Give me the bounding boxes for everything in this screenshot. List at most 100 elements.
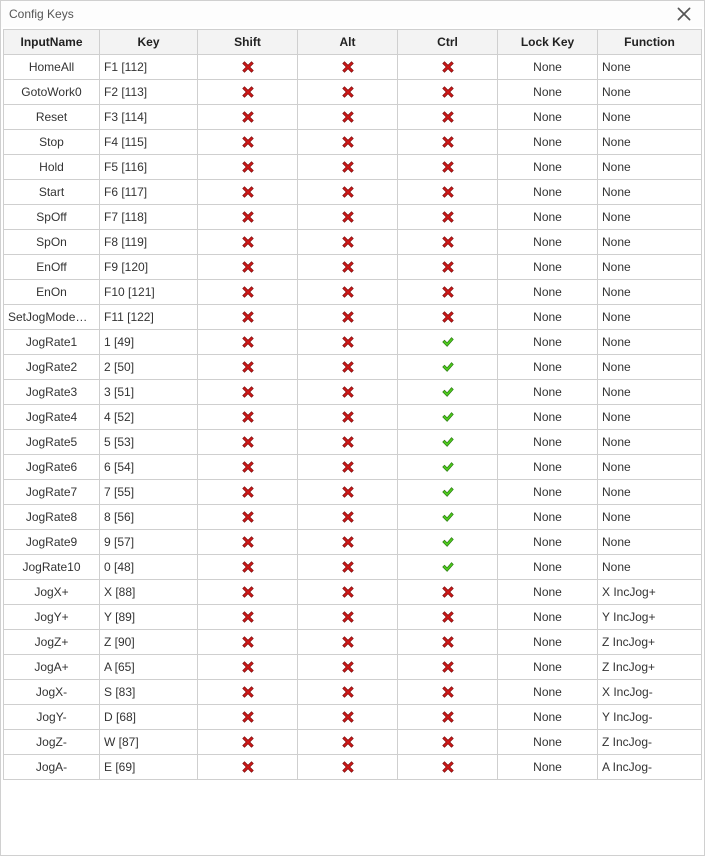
table-row[interactable]: JogY-D [68]NoneY IncJog- bbox=[4, 705, 702, 730]
cell-shift[interactable] bbox=[198, 255, 298, 280]
table-row[interactable]: JogX+X [88]NoneX IncJog+ bbox=[4, 580, 702, 605]
cell-key[interactable]: 6 [54] bbox=[100, 455, 198, 480]
cell-key[interactable]: F10 [121] bbox=[100, 280, 198, 305]
cell-function[interactable]: None bbox=[598, 330, 702, 355]
cell-inputname[interactable]: SpOn bbox=[4, 230, 100, 255]
cell-alt[interactable] bbox=[298, 180, 398, 205]
cell-ctrl[interactable] bbox=[398, 55, 498, 80]
cell-ctrl[interactable] bbox=[398, 80, 498, 105]
cell-lockkey[interactable]: None bbox=[498, 80, 598, 105]
cell-function[interactable]: None bbox=[598, 405, 702, 430]
cell-key[interactable]: F7 [118] bbox=[100, 205, 198, 230]
cell-lockkey[interactable]: None bbox=[498, 455, 598, 480]
cell-ctrl[interactable] bbox=[398, 680, 498, 705]
close-button[interactable] bbox=[670, 4, 698, 24]
cell-inputname[interactable]: JogY+ bbox=[4, 605, 100, 630]
cell-shift[interactable] bbox=[198, 55, 298, 80]
cell-ctrl[interactable] bbox=[398, 155, 498, 180]
col-ctrl[interactable]: Ctrl bbox=[398, 30, 498, 55]
cell-key[interactable]: A [65] bbox=[100, 655, 198, 680]
table-row[interactable]: JogA-E [69]NoneA IncJog- bbox=[4, 755, 702, 780]
cell-inputname[interactable]: JogX- bbox=[4, 680, 100, 705]
cell-function[interactable]: None bbox=[598, 380, 702, 405]
cell-shift[interactable] bbox=[198, 605, 298, 630]
cell-ctrl[interactable] bbox=[398, 605, 498, 630]
cell-key[interactable]: 7 [55] bbox=[100, 480, 198, 505]
cell-alt[interactable] bbox=[298, 755, 398, 780]
table-row[interactable]: JogRate33 [51]NoneNone bbox=[4, 380, 702, 405]
cell-inputname[interactable]: SpOff bbox=[4, 205, 100, 230]
cell-shift[interactable] bbox=[198, 330, 298, 355]
cell-function[interactable]: X IncJog+ bbox=[598, 580, 702, 605]
cell-shift[interactable] bbox=[198, 530, 298, 555]
cell-alt[interactable] bbox=[298, 480, 398, 505]
cell-ctrl[interactable] bbox=[398, 330, 498, 355]
cell-inputname[interactable]: JogRate4 bbox=[4, 405, 100, 430]
table-row[interactable]: JogX-S [83]NoneX IncJog- bbox=[4, 680, 702, 705]
cell-lockkey[interactable]: None bbox=[498, 355, 598, 380]
table-row[interactable]: JogRate22 [50]NoneNone bbox=[4, 355, 702, 380]
cell-alt[interactable] bbox=[298, 580, 398, 605]
cell-key[interactable]: D [68] bbox=[100, 705, 198, 730]
cell-ctrl[interactable] bbox=[398, 580, 498, 605]
cell-lockkey[interactable]: None bbox=[498, 630, 598, 655]
table-row[interactable]: StartF6 [117]NoneNone bbox=[4, 180, 702, 205]
cell-shift[interactable] bbox=[198, 205, 298, 230]
cell-inputname[interactable]: JogRate3 bbox=[4, 380, 100, 405]
cell-function[interactable]: None bbox=[598, 155, 702, 180]
cell-shift[interactable] bbox=[198, 230, 298, 255]
cell-alt[interactable] bbox=[298, 605, 398, 630]
cell-ctrl[interactable] bbox=[398, 280, 498, 305]
cell-function[interactable]: Y IncJog- bbox=[598, 705, 702, 730]
cell-key[interactable]: 4 [52] bbox=[100, 405, 198, 430]
cell-key[interactable]: 0 [48] bbox=[100, 555, 198, 580]
cell-function[interactable]: Z IncJog+ bbox=[598, 630, 702, 655]
cell-lockkey[interactable]: None bbox=[498, 330, 598, 355]
cell-lockkey[interactable]: None bbox=[498, 755, 598, 780]
cell-key[interactable]: 2 [50] bbox=[100, 355, 198, 380]
cell-lockkey[interactable]: None bbox=[498, 205, 598, 230]
cell-alt[interactable] bbox=[298, 505, 398, 530]
cell-alt[interactable] bbox=[298, 280, 398, 305]
cell-inputname[interactable]: JogRate10 bbox=[4, 555, 100, 580]
cell-alt[interactable] bbox=[298, 130, 398, 155]
cell-lockkey[interactable]: None bbox=[498, 55, 598, 80]
cell-shift[interactable] bbox=[198, 105, 298, 130]
cell-shift[interactable] bbox=[198, 755, 298, 780]
cell-key[interactable]: S [83] bbox=[100, 680, 198, 705]
cell-shift[interactable] bbox=[198, 655, 298, 680]
cell-lockkey[interactable]: None bbox=[498, 480, 598, 505]
cell-alt[interactable] bbox=[298, 305, 398, 330]
cell-lockkey[interactable]: None bbox=[498, 580, 598, 605]
cell-ctrl[interactable] bbox=[398, 730, 498, 755]
cell-function[interactable]: None bbox=[598, 230, 702, 255]
cell-shift[interactable] bbox=[198, 305, 298, 330]
cell-ctrl[interactable] bbox=[398, 305, 498, 330]
cell-inputname[interactable]: SetJogModeStep bbox=[4, 305, 100, 330]
cell-function[interactable]: None bbox=[598, 555, 702, 580]
cell-inputname[interactable]: JogRate5 bbox=[4, 430, 100, 455]
cell-shift[interactable] bbox=[198, 705, 298, 730]
cell-shift[interactable] bbox=[198, 455, 298, 480]
cell-lockkey[interactable]: None bbox=[498, 380, 598, 405]
table-row[interactable]: HoldF5 [116]NoneNone bbox=[4, 155, 702, 180]
cell-alt[interactable] bbox=[298, 405, 398, 430]
cell-key[interactable]: F4 [115] bbox=[100, 130, 198, 155]
cell-lockkey[interactable]: None bbox=[498, 680, 598, 705]
cell-inputname[interactable]: HomeAll bbox=[4, 55, 100, 80]
table-row[interactable]: JogZ+Z [90]NoneZ IncJog+ bbox=[4, 630, 702, 655]
cell-ctrl[interactable] bbox=[398, 355, 498, 380]
cell-alt[interactable] bbox=[298, 730, 398, 755]
cell-inputname[interactable]: JogX+ bbox=[4, 580, 100, 605]
cell-inputname[interactable]: GotoWork0 bbox=[4, 80, 100, 105]
cell-lockkey[interactable]: None bbox=[498, 705, 598, 730]
table-row[interactable]: JogZ-W [87]NoneZ IncJog- bbox=[4, 730, 702, 755]
cell-function[interactable]: None bbox=[598, 480, 702, 505]
cell-ctrl[interactable] bbox=[398, 180, 498, 205]
cell-shift[interactable] bbox=[198, 180, 298, 205]
cell-function[interactable]: None bbox=[598, 80, 702, 105]
cell-function[interactable]: None bbox=[598, 180, 702, 205]
cell-inputname[interactable]: Reset bbox=[4, 105, 100, 130]
cell-function[interactable]: None bbox=[598, 280, 702, 305]
cell-shift[interactable] bbox=[198, 680, 298, 705]
